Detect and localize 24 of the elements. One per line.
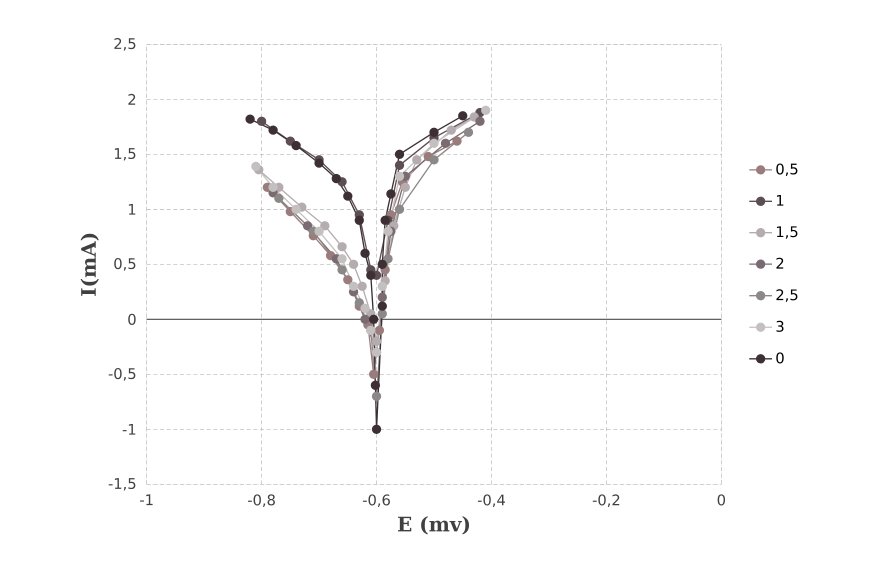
y-tick-label: 2,5 bbox=[114, 38, 136, 51]
y-tick-label: 1 bbox=[128, 204, 136, 215]
y-tick-label: -1 bbox=[122, 424, 136, 435]
x-tick-label: 0 bbox=[718, 494, 726, 506]
x-tick-label: -0,4 bbox=[478, 494, 505, 507]
x-tick-label: -0,6 bbox=[362, 494, 390, 507]
x-tick-label: -0,2 bbox=[592, 494, 620, 507]
legend-label: 2,5 bbox=[776, 289, 798, 302]
y-tick-label: 1,5 bbox=[114, 148, 136, 161]
y-axis-title: I(mA) bbox=[80, 234, 99, 296]
legend-label: 3 bbox=[776, 320, 784, 332]
y-tick-label: -0,5 bbox=[108, 368, 136, 381]
y-tick-label: 2 bbox=[128, 94, 136, 105]
legend-label: 0 bbox=[776, 352, 784, 364]
legend-label: 1 bbox=[776, 194, 784, 206]
x-tick-label: -0,8 bbox=[248, 494, 275, 507]
legend-label: 2 bbox=[776, 258, 784, 269]
y-tick-label: 0 bbox=[128, 314, 136, 325]
legend-label: 1,5 bbox=[776, 226, 798, 239]
legend-label: 0,5 bbox=[776, 163, 798, 176]
y-tick-label: 0,5 bbox=[114, 258, 136, 271]
y-tick-label: -1,5 bbox=[108, 478, 136, 491]
x-tick-label: -1 bbox=[140, 494, 153, 506]
x-axis-title: E (mv) bbox=[398, 516, 470, 534]
